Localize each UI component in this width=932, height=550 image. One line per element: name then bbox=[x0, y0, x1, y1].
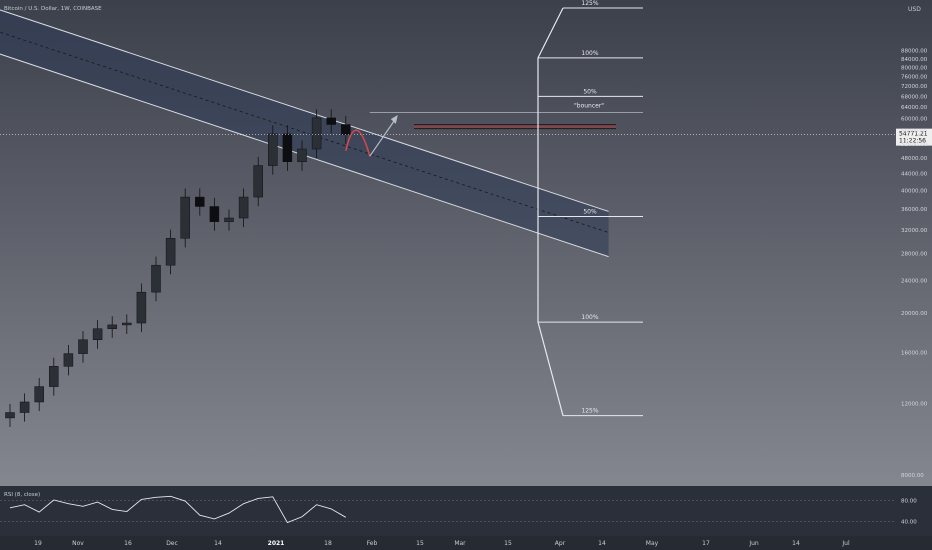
time-tick-label: 16 bbox=[124, 540, 132, 547]
price-tick-label: 8000.00 bbox=[901, 473, 924, 479]
time-tick-label: Apr bbox=[555, 540, 566, 547]
candle-body bbox=[180, 196, 190, 239]
bounce-arrow bbox=[369, 118, 397, 157]
price-tick-label: 36000.00 bbox=[901, 207, 928, 213]
price-tag-countdown: 11:22:56 bbox=[899, 138, 926, 145]
arrow-head bbox=[390, 114, 398, 124]
fib-level-label: 100% bbox=[581, 314, 598, 321]
candle-body bbox=[151, 264, 161, 293]
price-tag-value: 54771.21 bbox=[899, 131, 928, 138]
price-tick-label: 72000.00 bbox=[901, 84, 928, 90]
price-tick-label: 56000.00 bbox=[901, 129, 928, 135]
price-tick-label: 88000.00 bbox=[901, 49, 928, 55]
candle-body bbox=[297, 148, 307, 162]
resistance-band bbox=[414, 124, 616, 129]
time-tick-label: 2021 bbox=[268, 540, 285, 547]
fib-level-label: 50% bbox=[583, 88, 597, 95]
candle-body bbox=[49, 366, 59, 387]
price-candles bbox=[5, 109, 351, 428]
time-tick-label: 14 bbox=[792, 540, 800, 547]
fib-projection: 125% 100% 50% 50% 100% 125% bbox=[537, 0, 643, 417]
candle-body bbox=[165, 238, 176, 266]
price-tick-label: 60000.00 bbox=[901, 117, 928, 123]
candle-body bbox=[5, 412, 15, 419]
price-tick-label: 32000.00 bbox=[901, 228, 928, 234]
price-tick-label: 64000.00 bbox=[901, 105, 928, 111]
candle-body bbox=[238, 196, 249, 219]
price-tag-bg bbox=[896, 128, 932, 146]
candle-body bbox=[34, 386, 44, 403]
fib-level-label: 125% bbox=[581, 408, 598, 415]
time-tick-label: Nov bbox=[72, 540, 84, 547]
price-tick-label: 76000.00 bbox=[901, 75, 928, 81]
time-axis: 19 Nov 16 Dec 14 2021 18 Feb 15 Mar 15 Apr 14 May 17 Ju… bbox=[34, 540, 850, 547]
currency-label: USD bbox=[908, 6, 921, 13]
time-axis-bar bbox=[0, 536, 932, 550]
time-tick-label: Jul bbox=[841, 540, 850, 547]
price-axis: 88000.00 84000.00 80000.00 76000.00 72000.00… bbox=[901, 49, 928, 480]
rsi-line bbox=[9, 495, 347, 524]
channel-upper-line bbox=[0, 9, 609, 212]
time-tick-label: 19 bbox=[34, 540, 42, 547]
price-tick-label: 20000.00 bbox=[901, 311, 928, 317]
price-tick-label: 48000.00 bbox=[901, 156, 928, 162]
time-tick-label: 14 bbox=[598, 540, 606, 547]
time-tick-label: 15 bbox=[504, 540, 512, 547]
candle-body bbox=[224, 217, 234, 222]
candle-body bbox=[326, 117, 336, 125]
rsi-tick-label: 80.00 bbox=[901, 499, 917, 505]
time-tick-label: Feb bbox=[367, 540, 378, 547]
candle-body bbox=[92, 328, 103, 340]
rsi-indicator: 80.00 40.00 bbox=[0, 495, 917, 526]
time-tick-label: 15 bbox=[416, 540, 424, 547]
candle-body bbox=[311, 117, 322, 150]
time-tick-label: Jun bbox=[748, 540, 759, 547]
candle-body bbox=[195, 196, 205, 207]
candle-body bbox=[268, 133, 278, 166]
candle-body bbox=[19, 401, 30, 413]
price-tick-label: 12000.00 bbox=[901, 401, 928, 407]
candle-body bbox=[209, 206, 220, 222]
candle-body bbox=[107, 324, 117, 329]
candle-body bbox=[63, 353, 74, 367]
candle-body bbox=[282, 133, 293, 162]
rsi-tick-label: 40.00 bbox=[901, 520, 917, 526]
time-tick-label: 17 bbox=[702, 540, 710, 547]
candle-body bbox=[341, 124, 351, 135]
price-tick-label: 68000.00 bbox=[901, 94, 928, 100]
time-tick-label: 14 bbox=[214, 540, 222, 547]
price-tick-label: 44000.00 bbox=[901, 171, 928, 177]
fib-level-label: 125% bbox=[581, 0, 598, 7]
symbol-title: Bitcoin / U.S. Dollar, 1W, COINBASE bbox=[4, 6, 102, 12]
price-tick-label: 84000.00 bbox=[901, 57, 928, 63]
price-tick-label: 16000.00 bbox=[901, 351, 928, 357]
fib-level-label: 100% bbox=[581, 50, 598, 57]
price-tick-label: 24000.00 bbox=[901, 279, 928, 285]
candle-body bbox=[136, 291, 147, 324]
bouncer-label: "bouncer" bbox=[574, 103, 604, 110]
time-tick-label: May bbox=[646, 540, 659, 547]
price-tick-label: 40000.00 bbox=[901, 188, 928, 194]
candle-body bbox=[253, 165, 263, 198]
price-tick-label: 80000.00 bbox=[901, 66, 928, 72]
fib-level-label: 50% bbox=[583, 208, 597, 215]
rsi-pane bbox=[0, 486, 932, 536]
price-tick-label: 28000.00 bbox=[901, 251, 928, 257]
time-tick-label: Dec bbox=[166, 540, 178, 547]
rsi-title: RSI (8, close) bbox=[4, 492, 40, 498]
time-tick-label: 18 bbox=[324, 540, 332, 547]
bounce-path bbox=[345, 129, 371, 157]
fib-spine bbox=[537, 7, 564, 416]
candle-body bbox=[122, 322, 132, 326]
candle-body bbox=[78, 339, 88, 354]
time-tick-label: Mar bbox=[454, 540, 466, 547]
channel-fill bbox=[0, 9, 609, 257]
price-tick-label: 52000.00 bbox=[901, 142, 928, 148]
